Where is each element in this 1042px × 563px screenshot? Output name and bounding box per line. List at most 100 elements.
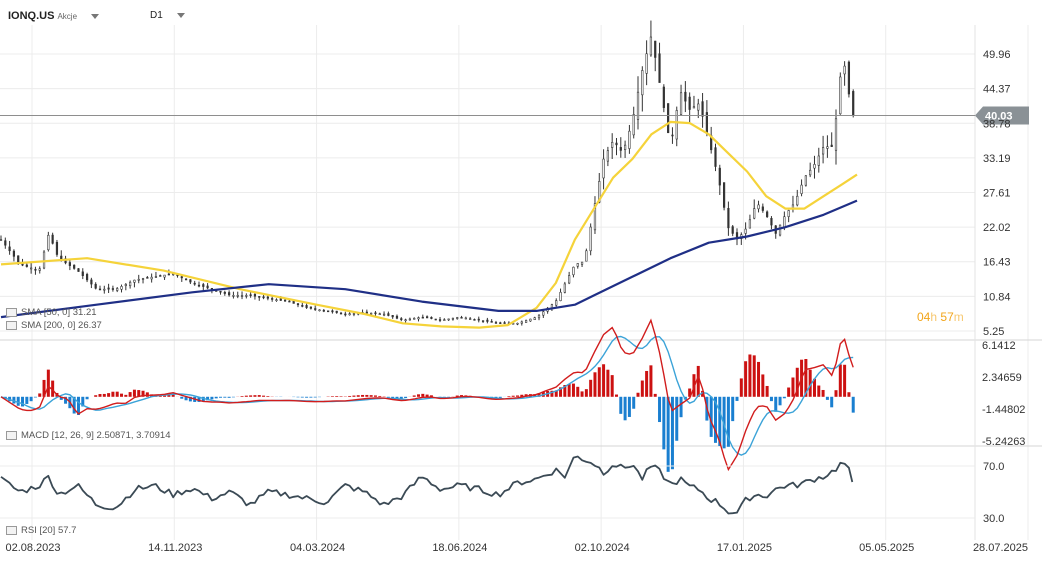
macd-histogram-bar: [537, 393, 541, 397]
macd-histogram-bar: [559, 387, 563, 397]
candle-body: [271, 298, 274, 300]
indicator-settings-icon[interactable]: [6, 526, 17, 535]
candle-body: [537, 314, 541, 319]
candle-body: [378, 313, 381, 316]
candle-body: [576, 263, 579, 267]
macd-histogram-bar: [33, 396, 37, 398]
macd-histogram-bar: [429, 395, 433, 397]
macd-histogram-bar: [614, 394, 618, 397]
macd-histogram-bar: [610, 375, 614, 397]
macd-histogram-bar: [808, 369, 812, 397]
candle-body: [572, 266, 575, 276]
macd-histogram-bar: [774, 396, 778, 412]
macd-histogram-bar: [821, 389, 825, 397]
candle-body: [426, 316, 429, 319]
timeframe-selector[interactable]: D1: [150, 10, 185, 21]
candle-body: [232, 295, 235, 297]
y-tick-label: 38.78: [983, 118, 1011, 130]
symbol-selector[interactable]: IONQ.US Akcje: [8, 10, 100, 22]
macd-histogram-bar: [313, 396, 317, 398]
candle-body: [852, 91, 855, 116]
y-tick-label: 33.19: [983, 153, 1011, 165]
y-tick-label: 22.02: [983, 222, 1011, 234]
candle-body: [184, 278, 188, 281]
macd-histogram-bar: [778, 396, 782, 406]
indicator-sma200[interactable]: SMA [200, 0] 26.37: [6, 320, 102, 331]
candle-body: [180, 276, 183, 279]
candle-body: [314, 308, 317, 310]
candle-body: [352, 313, 356, 315]
macd-histogram-bar: [141, 390, 145, 397]
candle-body: [456, 317, 459, 319]
candle-body: [68, 262, 71, 266]
candle-body: [116, 288, 119, 291]
macd-histogram-bar: [81, 396, 85, 407]
macd-histogram-bar: [752, 355, 756, 397]
candle-body: [129, 281, 132, 287]
candle-body: [374, 312, 377, 315]
macd-histogram-bar: [115, 391, 119, 397]
candle-body: [555, 300, 558, 306]
macd-histogram-bar: [649, 365, 653, 397]
indicator-rsi[interactable]: RSI [20] 57.7: [6, 525, 76, 536]
candle-body: [55, 241, 59, 255]
macd-histogram-bar: [550, 390, 554, 397]
indicator-settings-icon[interactable]: [6, 321, 17, 330]
candle-body: [701, 101, 704, 117]
macd-histogram-bar: [606, 369, 610, 397]
candle-body: [804, 175, 807, 186]
candle-body: [658, 53, 661, 83]
candle-body: [722, 182, 726, 208]
timer-minutes: 57: [940, 310, 954, 324]
macd-histogram-bar: [563, 385, 567, 397]
candle-body: [228, 292, 231, 296]
macd-histogram-bar: [761, 374, 765, 397]
rsi-pane: [0, 455, 975, 519]
macd-tick-label: -5.24263: [982, 436, 1025, 448]
macd-histogram-bar: [417, 394, 421, 397]
candle-body: [568, 275, 571, 284]
candle-body: [370, 312, 373, 315]
macd-histogram-bar: [266, 396, 270, 397]
macd-histogram-bar: [782, 396, 786, 399]
candle-body: [38, 268, 41, 271]
macd-histogram-bar: [520, 394, 524, 397]
candle-body: [632, 114, 635, 136]
grid: [0, 25, 1029, 540]
x-tick-label: 17.01.2025: [717, 542, 772, 554]
timeframe-label: D1: [150, 10, 163, 21]
macd-histogram-bar: [812, 378, 816, 397]
candle-body: [598, 181, 601, 203]
candle-body: [434, 318, 437, 321]
indicator-macd[interactable]: MACD [12, 26, 9] 2.50871, 3.70914: [6, 430, 170, 441]
candle-body: [30, 267, 33, 270]
candle-body: [761, 206, 764, 211]
macd-histogram-bar: [330, 396, 334, 397]
candle-body: [382, 313, 386, 316]
macd-histogram-bar: [188, 396, 192, 402]
candle-body: [503, 322, 506, 324]
indicator-settings-icon[interactable]: [6, 431, 17, 440]
sma200-line: [0, 199, 858, 319]
macd-histogram-bar: [391, 396, 395, 399]
candle-body: [344, 313, 347, 316]
y-tick-label: 27.61: [983, 187, 1011, 199]
candle-body: [778, 224, 782, 236]
indicator-settings-icon[interactable]: [6, 308, 17, 317]
macd-histogram-bar: [42, 379, 46, 397]
candle-body: [438, 319, 442, 321]
candle-body: [800, 184, 803, 194]
x-tick-label: 02.10.2024: [575, 542, 630, 554]
candle-body: [348, 313, 351, 316]
candle-body: [309, 306, 312, 309]
y-tick-label: 10.84: [983, 291, 1011, 303]
candle-body: [133, 279, 136, 283]
rsi-tick-label: 30.0: [983, 513, 1004, 525]
macd-histogram-bar: [111, 391, 115, 397]
macd-histogram-bar: [395, 396, 399, 399]
indicator-sma50[interactable]: SMA [50, 0] 31.21: [6, 307, 97, 318]
candle-body: [266, 296, 269, 299]
macd-histogram-bar: [688, 388, 692, 397]
candle-body: [654, 40, 657, 58]
candle-body: [154, 276, 158, 278]
